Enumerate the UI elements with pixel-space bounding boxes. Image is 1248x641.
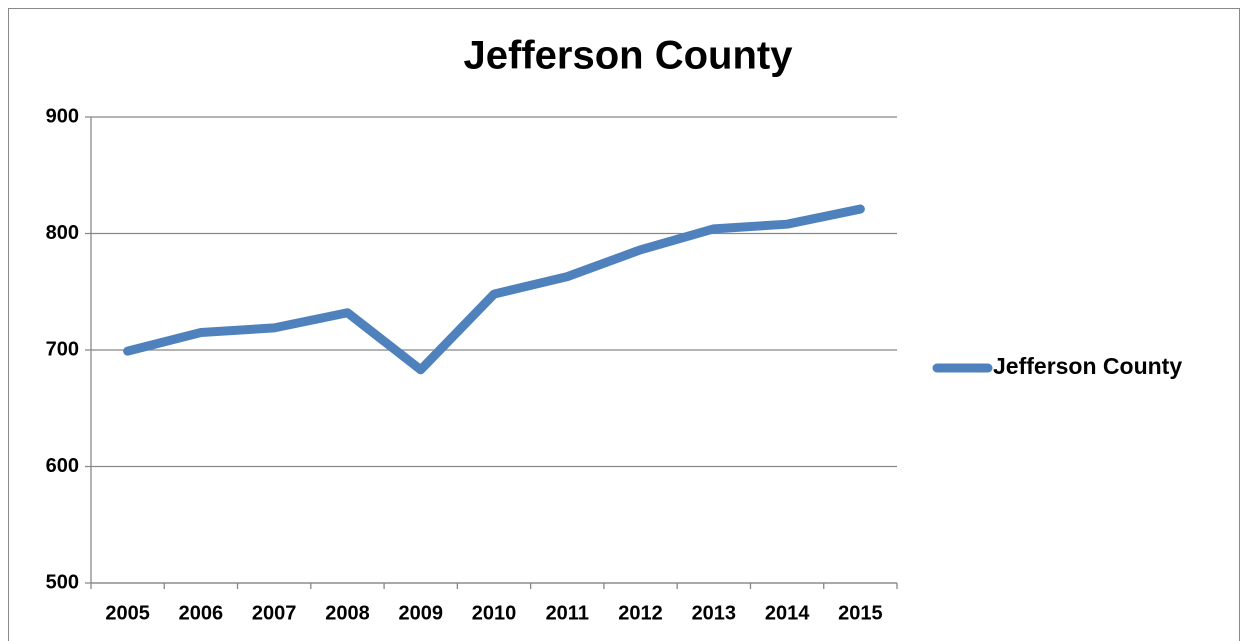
x-tick-label: 2005 (105, 602, 150, 624)
x-tick-label: 2014 (765, 602, 810, 624)
y-tick-label: 500 (46, 571, 79, 593)
x-tick-label: 2015 (838, 602, 883, 624)
data-line (123, 204, 865, 375)
x-tick-label: 2006 (179, 602, 224, 624)
y-tick-label: 900 (46, 105, 79, 127)
legend-label: Jefferson County (993, 353, 1182, 379)
x-tick-label: 2008 (325, 602, 370, 624)
chart-border (8, 8, 1240, 641)
x-tick-label: 2011 (546, 602, 589, 624)
y-tick-label: 700 (46, 338, 79, 360)
x-tick-label: 2010 (472, 602, 517, 624)
y-tick-label: 600 (46, 455, 79, 477)
x-tick-label: 2012 (618, 602, 663, 624)
x-tick-label: 2007 (252, 602, 297, 624)
x-tick-label: 2013 (692, 602, 737, 624)
y-tick-label: 800 (46, 222, 79, 244)
chart-title: Jefferson County (464, 34, 794, 78)
x-tick-label: 2009 (398, 602, 443, 624)
